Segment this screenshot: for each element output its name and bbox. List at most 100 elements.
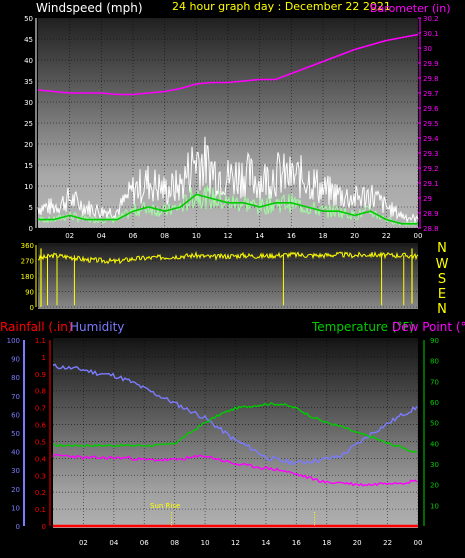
- temp-tick-label-5: 60: [430, 399, 439, 407]
- climate-x-tick-8: 18: [322, 539, 331, 547]
- baro-tick-label-10: 29.8: [423, 75, 439, 83]
- baro-tick-label-1: 28.9: [423, 210, 439, 218]
- climate-panel-series: [52, 363, 418, 528]
- wind-x-tick-10: 22: [382, 232, 391, 240]
- humidity-tick-label-0: 0: [16, 523, 20, 531]
- wind-direction-line: [37, 250, 419, 265]
- temp-tick-label-3: 40: [430, 440, 439, 448]
- humidity-tick-label-2: 20: [11, 486, 20, 494]
- climate-x-tick-9: 20: [353, 539, 362, 547]
- climate-x-tick-11: 00: [414, 539, 423, 547]
- compass-letter-n-top: N: [437, 241, 447, 256]
- dir-tick-label-3: 270: [21, 258, 34, 266]
- wind-gust-line: [37, 136, 419, 224]
- humidity-tick-label-6: 60: [11, 411, 20, 419]
- wind-x-tick-8: 18: [319, 232, 328, 240]
- dir-tick-label-1: 90: [25, 289, 34, 297]
- temperature-axis-title: Temperature (°F): [311, 320, 414, 334]
- baro-tick-label-12: 30: [423, 45, 432, 53]
- wind-average-fine-line: [37, 184, 419, 227]
- wind-tick-label-1: 5: [29, 204, 33, 212]
- rain-tick-label-11: 1.1: [35, 337, 46, 345]
- rain-tick-label-6: 0.6: [35, 422, 47, 430]
- wind-average-line: [38, 193, 418, 225]
- baro-tick-label-4: 29.2: [423, 165, 439, 173]
- wind-x-tick-2: 06: [129, 232, 138, 240]
- wind-tick-label-3: 15: [24, 162, 33, 170]
- rain-tick-label-2: 0.2: [35, 489, 46, 497]
- rain-tick-label-0: 0: [42, 523, 46, 531]
- rain-tick-label-9: 0.9: [35, 371, 46, 379]
- wind-x-tick-1: 04: [97, 232, 106, 240]
- temp-tick-label-0: 10: [430, 502, 439, 510]
- humidity-tick-label-7: 70: [11, 393, 20, 401]
- humidity-tick-label-3: 30: [11, 467, 20, 475]
- temp-tick-label-1: 20: [430, 482, 439, 490]
- climate-panel-axes: 0 0.1 0.2 0.3 0.4 0.5 0.6 0.7 0.8 0.9 1 1.1 0 10 20 30 4…: [7, 337, 439, 547]
- barometer-axis-title: Barometer (in): [370, 2, 451, 15]
- humidity-tick-label-9: 90: [11, 356, 20, 364]
- rain-tick-label-10: 1: [42, 354, 46, 362]
- baro-tick-label-9: 29.7: [423, 90, 439, 98]
- baro-tick-label-5: 29.3: [423, 150, 439, 158]
- wind-panel-series: [37, 33, 419, 227]
- rain-tick-label-4: 0.4: [35, 455, 47, 463]
- temp-tick-label-4: 50: [430, 420, 439, 428]
- humidity-line: [52, 363, 418, 466]
- wind-tick-label-8: 40: [24, 57, 33, 65]
- wind-tick-label-4: 20: [24, 141, 33, 149]
- climate-x-tick-4: 10: [201, 539, 210, 547]
- wind-tick-label-2: 10: [24, 183, 33, 191]
- climate-x-tick-5: 12: [231, 539, 240, 547]
- humidity-tick-label-4: 40: [11, 449, 20, 457]
- baro-tick-label-14: 30.2: [423, 15, 439, 23]
- temp-tick-label-6: 70: [430, 378, 439, 386]
- climate-x-tick-0: 02: [79, 539, 88, 547]
- wind-x-tick-7: 16: [287, 232, 296, 240]
- rain-tick-label-3: 0.3: [35, 472, 46, 480]
- wind-tick-label-9: 45: [24, 36, 33, 44]
- wind-panel-axes: 0 5 10 15 20 25 30 35 40 45 50 28.8 28.9 29 29.1 29.2 29…: [24, 15, 439, 240]
- baro-tick-label-6: 29.4: [423, 135, 439, 143]
- humidity-tick-label-5: 50: [11, 430, 20, 438]
- wind-x-tick-5: 12: [224, 232, 233, 240]
- rain-tick-label-7: 0.7: [35, 405, 46, 413]
- dir-tick-label-4: 360: [21, 242, 34, 250]
- humidity-tick-label-8: 80: [11, 374, 20, 382]
- rain-axis-title: Rainfall (.in): [0, 320, 73, 334]
- wind-x-tick-3: 08: [160, 232, 169, 240]
- climate-x-tick-1: 04: [109, 539, 118, 547]
- wind-axis-title: Windspeed (mph): [36, 1, 143, 15]
- compass-letter-n-bottom: N: [437, 302, 447, 317]
- direction-panel-axes: 0 90 180 270 360: [21, 242, 37, 312]
- compass-letter-e: E: [438, 287, 446, 302]
- rain-tick-label-1: 0.1: [35, 506, 46, 514]
- temp-tick-label-8: 90: [430, 337, 439, 345]
- wind-x-tick-0: 02: [65, 232, 74, 240]
- barometer-line: [37, 33, 419, 96]
- baro-tick-label-2: 29: [423, 195, 432, 203]
- compass-letter-s: S: [438, 272, 446, 287]
- wind-tick-label-5: 25: [24, 120, 33, 128]
- temperature-line: [53, 402, 418, 453]
- dew-point-axis-title: Dew Point (°F): [392, 320, 465, 334]
- baro-tick-label-13: 30.1: [423, 30, 439, 38]
- wind-x-tick-6: 14: [255, 232, 264, 240]
- baro-tick-label-8: 29.6: [423, 105, 439, 113]
- humidity-axis-title: Humidity: [70, 320, 124, 334]
- climate-x-tick-6: 14: [261, 539, 270, 547]
- humidity-tick-label-1: 10: [11, 504, 20, 512]
- climate-x-tick-10: 22: [383, 539, 392, 547]
- climate-x-tick-3: 08: [170, 539, 179, 547]
- baro-tick-label-11: 29.9: [423, 60, 439, 68]
- wind-tick-label-10: 50: [24, 15, 33, 23]
- baro-tick-label-3: 29.1: [423, 180, 439, 188]
- sunrise-label: Sun Rise: [150, 502, 180, 510]
- temp-tick-label-2: 30: [430, 461, 439, 469]
- baro-tick-label-7: 29.5: [423, 120, 439, 128]
- compass-letter-w: W: [436, 257, 449, 272]
- rain-tick-label-5: 0.5: [35, 438, 46, 446]
- dir-tick-label-2: 180: [21, 273, 34, 281]
